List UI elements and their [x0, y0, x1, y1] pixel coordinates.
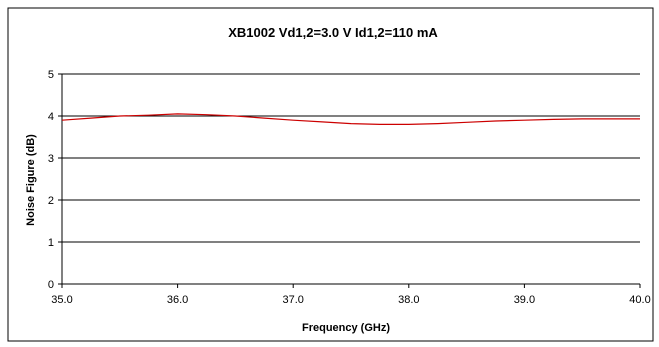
chart-title: XB1002 Vd1,2=3.0 V Id1,2=110 mA — [228, 25, 438, 40]
gridlines — [62, 73, 640, 243]
x-tick-label: 39.0 — [514, 294, 535, 306]
y-tick-labels: 0 1 2 3 4 5 — [48, 69, 62, 291]
x-tick-label: 35.0 — [51, 294, 72, 306]
x-axis-label: Frequency (GHz) — [302, 322, 390, 334]
x-tick-labels: 35.0 36.0 37.0 38.0 39.0 40.0 — [51, 284, 651, 306]
series-line-0 — [61, 113, 640, 126]
chart-area-border — [7, 7, 654, 342]
x-tick-label: 36.0 — [167, 294, 188, 306]
y-tick-label: 2 — [48, 195, 54, 207]
series-layer — [61, 113, 640, 126]
y-axis-label: Noise Figure (dB) — [25, 134, 37, 226]
x-tick-label: 37.0 — [282, 294, 303, 306]
y-tick-label: 4 — [48, 111, 54, 123]
y-tick-label: 1 — [48, 237, 54, 249]
y-tick-label: 0 — [48, 279, 54, 291]
y-tick-label: 3 — [48, 153, 54, 165]
x-tick-label: 38.0 — [398, 294, 419, 306]
y-tick-label: 5 — [48, 69, 54, 81]
x-tick-label: 40.0 — [629, 294, 650, 306]
